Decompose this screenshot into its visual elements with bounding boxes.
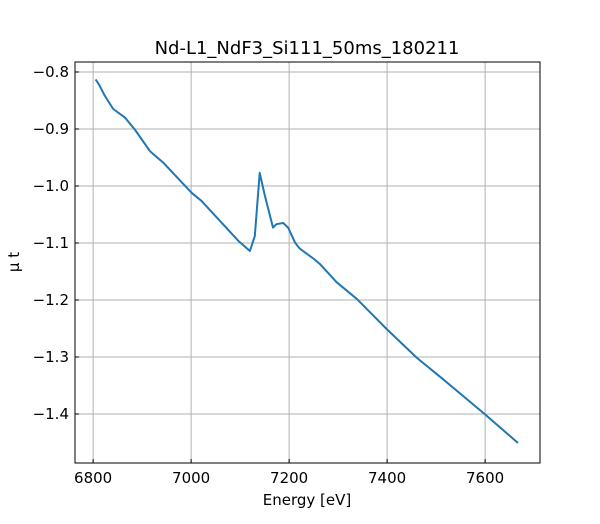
y-tick-label: −0.8	[33, 63, 69, 81]
y-tick-label: −1.2	[33, 291, 69, 309]
x-axis-label: Energy [eV]	[263, 491, 351, 509]
x-tick-label: 7200	[270, 469, 308, 487]
x-tick-label: 7600	[466, 469, 504, 487]
x-tick-label: 7000	[172, 469, 210, 487]
y-tick-label: −0.9	[33, 120, 69, 138]
y-tick-label: −1.1	[33, 234, 69, 252]
grid	[75, 62, 540, 463]
y-tick-label: −1.0	[33, 177, 69, 195]
y-tick-label: −1.4	[33, 405, 69, 423]
y-axis-label: μ t	[5, 252, 23, 272]
ticks: 6800 7000 7200 7400 7600 −0.8 −0.9 −1.0 −1.1 −1.2…	[33, 63, 505, 487]
x-tick-label: 7400	[368, 469, 406, 487]
plot-frame	[74, 61, 541, 464]
x-tick-label: 6800	[74, 469, 112, 487]
series-line-mu_t	[94, 78, 519, 444]
y-tick-label: −1.3	[33, 348, 69, 366]
series-layer	[94, 78, 519, 444]
chart-title: Nd-L1_NdF3_Si111_50ms_180211	[155, 38, 460, 59]
